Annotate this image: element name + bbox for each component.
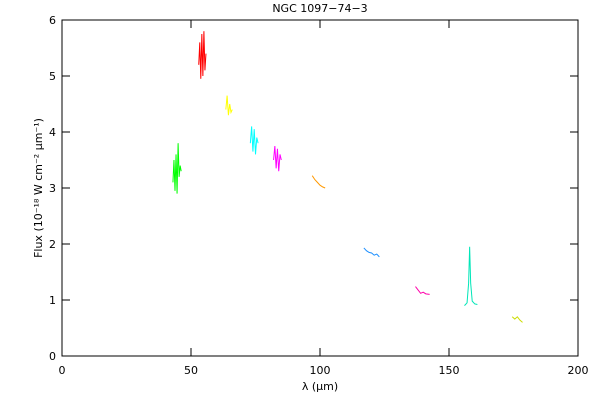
- spectrum-line: [198, 31, 207, 79]
- spectrum-line: [249, 126, 259, 155]
- x-tick-label: 200: [568, 364, 589, 377]
- spectrum-line: [273, 145, 282, 172]
- y-tick-label: 1: [49, 294, 56, 307]
- y-tick-label: 0: [49, 350, 56, 363]
- spectrum-line: [464, 246, 478, 306]
- x-tick-label: 0: [59, 364, 66, 377]
- chart-title: NGC 1097−74−3: [272, 2, 367, 15]
- y-tick-label: 4: [49, 126, 56, 139]
- plot-frame: [61, 19, 579, 357]
- y-axis-label: Flux (10⁻¹⁸ W cm⁻² μm⁻¹): [32, 118, 45, 258]
- y-tick-label: 2: [49, 238, 56, 251]
- spectrum-line: [511, 316, 523, 323]
- x-tick-label: 150: [439, 364, 460, 377]
- y-tick-label: 5: [49, 70, 56, 83]
- spectrum-line: [225, 95, 233, 116]
- spectrum-line: [415, 286, 430, 295]
- x-tick-label: 50: [184, 364, 198, 377]
- spectrum-line: [363, 247, 380, 258]
- x-axis-label: λ (μm): [302, 380, 338, 393]
- y-tick-label: 6: [49, 14, 56, 27]
- spectrum-line: [311, 175, 326, 189]
- y-tick-label: 3: [49, 182, 56, 195]
- spectrum-line: [172, 143, 182, 194]
- x-tick-label: 100: [310, 364, 331, 377]
